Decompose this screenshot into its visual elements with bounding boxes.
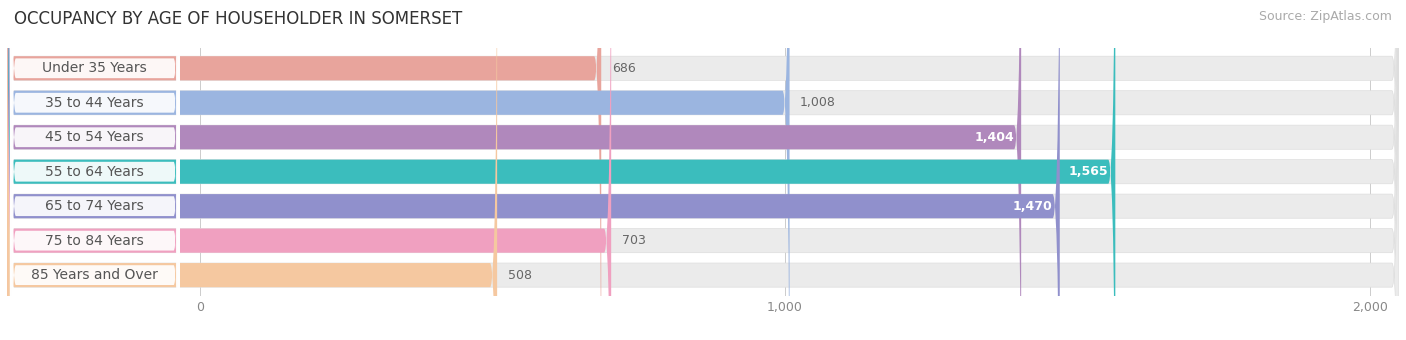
- FancyBboxPatch shape: [7, 0, 1399, 340]
- Text: 508: 508: [508, 269, 531, 282]
- FancyBboxPatch shape: [7, 0, 1399, 340]
- Text: 1,470: 1,470: [1012, 200, 1053, 213]
- Text: 1,008: 1,008: [800, 96, 837, 109]
- FancyBboxPatch shape: [7, 0, 790, 340]
- FancyBboxPatch shape: [7, 0, 1399, 340]
- Text: 85 Years and Over: 85 Years and Over: [31, 268, 159, 282]
- FancyBboxPatch shape: [7, 0, 1115, 340]
- Text: 1,404: 1,404: [974, 131, 1014, 144]
- Text: Under 35 Years: Under 35 Years: [42, 61, 148, 75]
- FancyBboxPatch shape: [7, 0, 602, 340]
- Text: 55 to 64 Years: 55 to 64 Years: [45, 165, 145, 179]
- Text: 35 to 44 Years: 35 to 44 Years: [45, 96, 143, 110]
- Text: 75 to 84 Years: 75 to 84 Years: [45, 234, 145, 248]
- FancyBboxPatch shape: [10, 0, 180, 340]
- Text: 65 to 74 Years: 65 to 74 Years: [45, 199, 145, 213]
- FancyBboxPatch shape: [10, 0, 180, 340]
- FancyBboxPatch shape: [10, 0, 180, 340]
- FancyBboxPatch shape: [10, 0, 180, 340]
- FancyBboxPatch shape: [10, 0, 180, 340]
- FancyBboxPatch shape: [7, 0, 1399, 340]
- FancyBboxPatch shape: [7, 0, 1060, 340]
- FancyBboxPatch shape: [7, 0, 1021, 340]
- FancyBboxPatch shape: [10, 0, 180, 340]
- FancyBboxPatch shape: [7, 0, 1399, 340]
- Text: 703: 703: [621, 234, 645, 247]
- Text: 1,565: 1,565: [1069, 165, 1108, 178]
- Text: 45 to 54 Years: 45 to 54 Years: [45, 130, 143, 144]
- Text: OCCUPANCY BY AGE OF HOUSEHOLDER IN SOMERSET: OCCUPANCY BY AGE OF HOUSEHOLDER IN SOMER…: [14, 10, 463, 28]
- FancyBboxPatch shape: [7, 0, 1399, 340]
- FancyBboxPatch shape: [7, 0, 1399, 340]
- FancyBboxPatch shape: [7, 0, 498, 340]
- Text: 686: 686: [612, 62, 636, 75]
- FancyBboxPatch shape: [7, 0, 612, 340]
- Text: Source: ZipAtlas.com: Source: ZipAtlas.com: [1258, 10, 1392, 23]
- FancyBboxPatch shape: [10, 0, 180, 340]
